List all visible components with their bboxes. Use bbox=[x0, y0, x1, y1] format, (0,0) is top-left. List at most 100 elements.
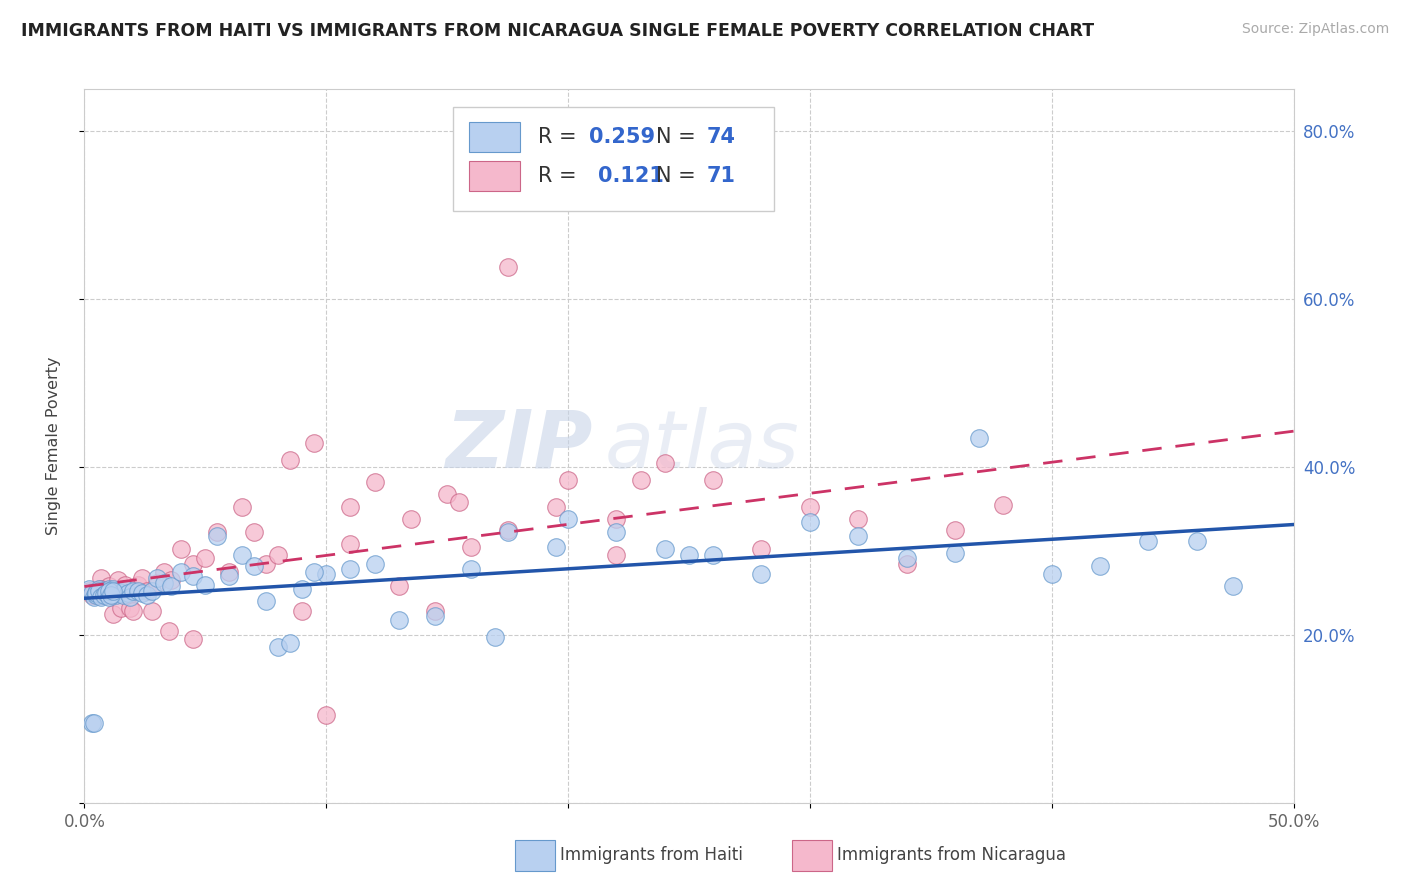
Point bbox=[993, 498, 1015, 512]
Point bbox=[207, 525, 229, 540]
Point bbox=[146, 571, 169, 585]
Point bbox=[127, 577, 149, 591]
Point bbox=[160, 574, 183, 588]
Point bbox=[436, 487, 458, 501]
Point bbox=[87, 588, 110, 602]
Point bbox=[77, 584, 100, 599]
Point bbox=[557, 473, 579, 487]
Point bbox=[160, 579, 183, 593]
Point bbox=[86, 588, 108, 602]
Text: 71: 71 bbox=[707, 166, 737, 186]
Point bbox=[112, 584, 135, 599]
Point bbox=[170, 542, 193, 557]
Point bbox=[315, 707, 337, 722]
Point bbox=[87, 584, 110, 599]
Point bbox=[93, 584, 115, 599]
Point bbox=[278, 453, 301, 467]
Point bbox=[90, 588, 112, 602]
Point bbox=[896, 550, 918, 565]
Point bbox=[1040, 567, 1063, 582]
FancyBboxPatch shape bbox=[515, 840, 555, 871]
FancyBboxPatch shape bbox=[468, 161, 520, 191]
Text: R =: R = bbox=[538, 127, 583, 147]
Point bbox=[103, 582, 125, 596]
Point bbox=[291, 582, 314, 596]
Point bbox=[207, 529, 229, 543]
Point bbox=[363, 557, 385, 571]
Point bbox=[291, 604, 314, 618]
Point bbox=[242, 559, 264, 574]
Point bbox=[799, 515, 821, 529]
Point bbox=[97, 582, 120, 596]
Text: Source: ZipAtlas.com: Source: ZipAtlas.com bbox=[1241, 22, 1389, 37]
Point bbox=[93, 588, 115, 602]
Point bbox=[423, 604, 446, 618]
Point bbox=[896, 557, 918, 571]
FancyBboxPatch shape bbox=[453, 107, 773, 211]
Text: IMMIGRANTS FROM HAITI VS IMMIGRANTS FROM NICARAGUA SINGLE FEMALE POVERTY CORRELA: IMMIGRANTS FROM HAITI VS IMMIGRANTS FROM… bbox=[21, 22, 1094, 40]
Point bbox=[254, 557, 277, 571]
Point bbox=[654, 456, 676, 470]
Point bbox=[110, 601, 132, 615]
Point bbox=[460, 562, 482, 576]
Point bbox=[315, 567, 337, 582]
Point bbox=[131, 586, 153, 600]
Point bbox=[83, 590, 105, 604]
Point bbox=[460, 540, 482, 554]
Text: 0.121: 0.121 bbox=[599, 166, 664, 186]
Point bbox=[153, 575, 176, 590]
Point bbox=[121, 604, 143, 618]
Point bbox=[302, 565, 325, 579]
Point bbox=[87, 582, 110, 596]
Point bbox=[117, 588, 139, 602]
Point bbox=[267, 548, 290, 562]
Point bbox=[363, 475, 385, 489]
Point bbox=[496, 525, 519, 540]
Text: N =: N = bbox=[657, 127, 703, 147]
Point bbox=[120, 601, 142, 615]
Point bbox=[86, 588, 108, 602]
Point bbox=[943, 523, 966, 537]
Point bbox=[630, 473, 652, 487]
Point bbox=[80, 716, 103, 731]
Point bbox=[141, 584, 163, 599]
Point bbox=[141, 604, 163, 618]
Point bbox=[83, 716, 105, 731]
Point bbox=[1088, 559, 1111, 574]
Point bbox=[231, 500, 253, 515]
Point bbox=[107, 584, 129, 599]
Point bbox=[86, 586, 108, 600]
Point bbox=[90, 590, 112, 604]
Point bbox=[267, 640, 290, 655]
Point bbox=[702, 548, 724, 562]
Point bbox=[127, 584, 149, 599]
Point bbox=[751, 567, 773, 582]
Point bbox=[90, 571, 112, 585]
Y-axis label: Single Female Poverty: Single Female Poverty bbox=[46, 357, 60, 535]
Point bbox=[94, 584, 117, 599]
Point bbox=[678, 548, 700, 562]
Point bbox=[423, 609, 446, 624]
Point bbox=[605, 512, 627, 526]
Point bbox=[544, 500, 567, 515]
Point bbox=[86, 588, 108, 602]
Point bbox=[110, 586, 132, 600]
Text: 0.259: 0.259 bbox=[589, 127, 655, 147]
Point bbox=[83, 584, 105, 599]
Point bbox=[181, 632, 204, 646]
Point bbox=[103, 584, 125, 599]
Text: R =: R = bbox=[538, 166, 589, 186]
Point bbox=[496, 260, 519, 275]
Point bbox=[399, 512, 422, 526]
Point bbox=[1185, 533, 1208, 548]
Point bbox=[218, 569, 240, 583]
Point bbox=[114, 582, 136, 596]
Point bbox=[86, 586, 108, 600]
Text: Immigrants from Nicaragua: Immigrants from Nicaragua bbox=[837, 847, 1066, 864]
Point bbox=[120, 590, 142, 604]
Point bbox=[181, 557, 204, 571]
Point bbox=[104, 584, 127, 599]
Point bbox=[339, 562, 361, 576]
Point bbox=[97, 584, 120, 599]
Point bbox=[339, 537, 361, 551]
